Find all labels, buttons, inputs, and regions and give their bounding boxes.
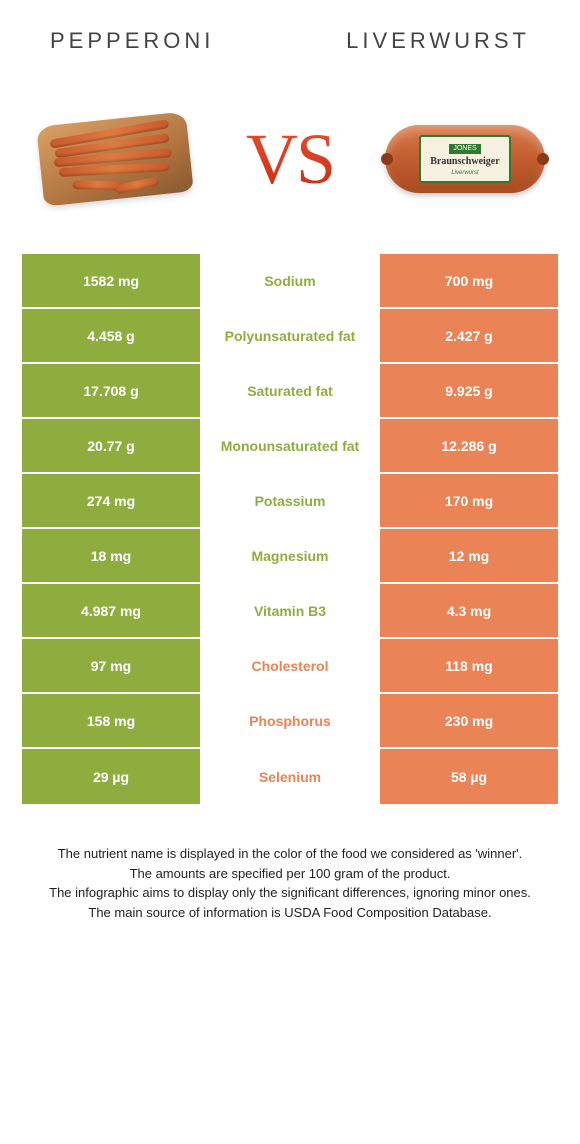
nutrient-label-cell: Potassium bbox=[200, 474, 380, 527]
right-value-cell: 9.925 g bbox=[380, 364, 558, 417]
footer-line-2: The amounts are specified per 100 gram o… bbox=[36, 864, 544, 884]
footer-line-4: The main source of information is USDA F… bbox=[36, 903, 544, 923]
vs-text: VS bbox=[246, 123, 334, 195]
left-value-cell: 29 µg bbox=[22, 749, 200, 804]
nutrient-label-cell: Cholesterol bbox=[200, 639, 380, 692]
sausage-small-text: Liverwurst bbox=[451, 170, 478, 176]
header: PEPPERONI LIVERWURST bbox=[0, 0, 580, 54]
table-row: 29 µgSelenium58 µg bbox=[22, 749, 558, 804]
right-value-cell: 2.427 g bbox=[380, 309, 558, 362]
nutrient-label-cell: Vitamin B3 bbox=[200, 584, 380, 637]
right-food-title: LIVERWURST bbox=[346, 28, 530, 54]
table-row: 1582 mgSodium700 mg bbox=[22, 254, 558, 309]
right-value-cell: 12.286 g bbox=[380, 419, 558, 472]
right-value-cell: 58 µg bbox=[380, 749, 558, 804]
left-value-cell: 158 mg bbox=[22, 694, 200, 747]
right-value-cell: 170 mg bbox=[380, 474, 558, 527]
nutrient-label-cell: Polyunsaturated fat bbox=[200, 309, 380, 362]
right-value-cell: 12 mg bbox=[380, 529, 558, 582]
left-value-cell: 18 mg bbox=[22, 529, 200, 582]
vs-row: VS JONES Braunschweiger Liverwurst bbox=[0, 54, 580, 254]
sausage-big-text: Braunschweiger bbox=[430, 156, 499, 167]
sausage-brand: JONES bbox=[449, 144, 480, 154]
table-row: 17.708 gSaturated fat9.925 g bbox=[22, 364, 558, 419]
table-row: 158 mgPhosphorus230 mg bbox=[22, 694, 558, 749]
left-value-cell: 97 mg bbox=[22, 639, 200, 692]
left-value-cell: 4.987 mg bbox=[22, 584, 200, 637]
nutrient-label-cell: Sodium bbox=[200, 254, 380, 307]
liverwurst-image: JONES Braunschweiger Liverwurst bbox=[380, 104, 550, 214]
table-row: 4.458 gPolyunsaturated fat2.427 g bbox=[22, 309, 558, 364]
footer-notes: The nutrient name is displayed in the co… bbox=[0, 804, 580, 922]
left-value-cell: 4.458 g bbox=[22, 309, 200, 362]
footer-line-3: The infographic aims to display only the… bbox=[36, 883, 544, 903]
left-value-cell: 17.708 g bbox=[22, 364, 200, 417]
left-food-title: PEPPERONI bbox=[50, 28, 214, 54]
right-value-cell: 230 mg bbox=[380, 694, 558, 747]
footer-line-1: The nutrient name is displayed in the co… bbox=[36, 844, 544, 864]
table-row: 274 mgPotassium170 mg bbox=[22, 474, 558, 529]
nutrient-label-cell: Phosphorus bbox=[200, 694, 380, 747]
nutrient-label-cell: Saturated fat bbox=[200, 364, 380, 417]
table-row: 18 mgMagnesium12 mg bbox=[22, 529, 558, 584]
left-value-cell: 274 mg bbox=[22, 474, 200, 527]
sausage-label: JONES Braunschweiger Liverwurst bbox=[419, 135, 511, 183]
pepperoni-image bbox=[30, 104, 200, 214]
nutrient-table: 1582 mgSodium700 mg4.458 gPolyunsaturate… bbox=[0, 254, 580, 804]
nutrient-label-cell: Monounsaturated fat bbox=[200, 419, 380, 472]
nutrient-label-cell: Magnesium bbox=[200, 529, 380, 582]
table-row: 4.987 mgVitamin B34.3 mg bbox=[22, 584, 558, 639]
table-row: 20.77 gMonounsaturated fat12.286 g bbox=[22, 419, 558, 474]
table-row: 97 mgCholesterol118 mg bbox=[22, 639, 558, 694]
nutrient-label-cell: Selenium bbox=[200, 749, 380, 804]
right-value-cell: 118 mg bbox=[380, 639, 558, 692]
right-value-cell: 4.3 mg bbox=[380, 584, 558, 637]
right-value-cell: 700 mg bbox=[380, 254, 558, 307]
left-value-cell: 20.77 g bbox=[22, 419, 200, 472]
left-value-cell: 1582 mg bbox=[22, 254, 200, 307]
